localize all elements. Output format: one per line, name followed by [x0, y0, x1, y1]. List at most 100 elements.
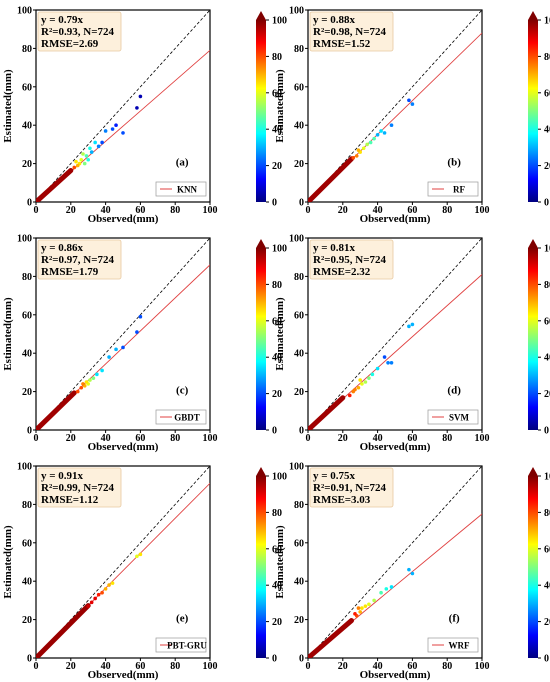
- scatter-point: [135, 554, 139, 559]
- stats-text: y = 0.81x: [313, 242, 356, 254]
- scatter-point: [81, 152, 85, 156]
- y-axis-label: Estimated(mm): [274, 69, 286, 143]
- stats-box: [309, 467, 394, 508]
- scatter-point: [138, 94, 143, 99]
- chart-panel: 0 20 40 60 80 100 0 20 40 60 80 100 Observed(mm) Esti…: [2, 462, 287, 682]
- chart-panel: 0 20 40 60 80 100 0 20 40 60 80 100 Observed(mm) Esti…: [274, 6, 550, 226]
- stats-text: R²=0.98, N=724: [313, 26, 386, 38]
- panel-label: (b): [447, 157, 461, 169]
- scatter-point: [370, 372, 375, 377]
- x-tick-label: 80: [442, 661, 452, 672]
- colorbar: [256, 248, 266, 430]
- y-tick-label: 20: [22, 387, 32, 398]
- scatter-point: [72, 165, 77, 170]
- stats-text: y = 0.91x: [41, 470, 84, 482]
- colorbar-extend-arrow: [256, 239, 266, 248]
- scatter-point: [382, 355, 387, 359]
- colorbar-tick-label: 40: [544, 353, 550, 364]
- x-tick-label: 100: [203, 205, 218, 216]
- scatter-point: [351, 389, 356, 394]
- x-tick-label: 60: [135, 205, 145, 216]
- x-tick-label: 40: [101, 205, 111, 216]
- scatter-point: [407, 98, 411, 103]
- scatter-dense-cluster: [308, 618, 354, 658]
- stats-box: [37, 11, 122, 52]
- y-tick-label: 80: [22, 44, 32, 55]
- plot-content: [36, 466, 210, 658]
- colorbar-tick-label: 60: [272, 88, 282, 99]
- scatter-point: [410, 322, 415, 327]
- chart-panel: 0 20 40 60 80 100 0 20 40 60 80 100 Observed(mm) Esti…: [2, 6, 287, 226]
- scatter-point: [121, 345, 125, 350]
- scatter-point: [110, 127, 115, 131]
- colorbar-tick-label: 100: [544, 244, 550, 255]
- y-tick-label: 20: [22, 615, 32, 626]
- x-tick-label: 100: [475, 205, 490, 216]
- y-tick-label: 60: [294, 310, 304, 321]
- colorbar-tick-label: 80: [544, 52, 550, 63]
- scatter-point: [121, 131, 125, 135]
- scatter-point: [354, 154, 359, 158]
- scatter-point: [135, 106, 139, 110]
- one-to-one-line: [36, 466, 210, 658]
- x-tick-label: 0: [34, 661, 39, 672]
- colorbar-tick-label: 60: [544, 88, 550, 99]
- stats-text: y = 0.75x: [313, 470, 356, 482]
- scatter-point: [375, 133, 380, 137]
- x-tick-label: 40: [101, 661, 111, 672]
- colorbar-tick-label: 80: [544, 280, 550, 291]
- scatter-point: [379, 129, 383, 133]
- panel-label: (c): [176, 385, 189, 397]
- x-tick-label: 100: [203, 433, 218, 444]
- colorbar-tick-label: 20: [544, 161, 550, 172]
- colorbar-extend-arrow: [256, 467, 266, 476]
- scatter-point: [89, 600, 94, 605]
- stats-text: R²=0.91, N=724: [313, 482, 386, 494]
- scatter-point: [79, 385, 84, 390]
- y-tick-label: 40: [294, 577, 304, 588]
- scatter-point: [75, 163, 80, 168]
- colorbar: [528, 20, 538, 202]
- x-tick-label: 80: [442, 205, 452, 216]
- plot-content: [36, 10, 210, 202]
- x-tick-label: 40: [373, 433, 383, 444]
- one-to-one-line: [308, 238, 482, 430]
- stats-text: RMSE=2.32: [313, 266, 371, 278]
- stats-text: y = 0.79x: [41, 14, 84, 26]
- scatter-point: [360, 382, 364, 386]
- scatter-point: [356, 385, 361, 390]
- scatter-point: [82, 161, 87, 166]
- scatter-point: [358, 378, 363, 382]
- x-tick-label: 0: [306, 661, 311, 672]
- x-axis-label: Observed(mm): [360, 213, 431, 225]
- one-to-one-line: [308, 10, 482, 202]
- colorbar-tick-label: 40: [544, 125, 550, 136]
- colorbar-extend-arrow: [528, 239, 538, 248]
- scatter-point: [84, 154, 89, 158]
- colorbar-tick-label: 0: [544, 426, 549, 437]
- scatter-point: [114, 123, 118, 127]
- legend-entry: SVM: [449, 413, 470, 423]
- scatter-point: [100, 140, 104, 145]
- x-tick-label: 60: [135, 661, 145, 672]
- scatter-point: [93, 140, 97, 145]
- legend-entry: RF: [453, 185, 465, 195]
- colorbar-tick-label: 20: [544, 389, 550, 400]
- stats-box: [309, 11, 394, 52]
- chart-panel: 0 20 40 60 80 100 0 20 40 60 80 100 Observed(mm) Esti…: [2, 234, 287, 454]
- colorbar-tick-label: 40: [272, 581, 282, 592]
- legend-box: [155, 409, 207, 425]
- scatter-point: [379, 590, 383, 595]
- colorbar: [256, 476, 266, 658]
- y-tick-label: 20: [294, 387, 304, 398]
- colorbar-tick-label: 0: [544, 654, 549, 665]
- y-tick-label: 60: [294, 82, 304, 93]
- panel-label: (d): [447, 385, 461, 397]
- colorbar-tick-label: 80: [272, 508, 282, 519]
- scatter-point: [367, 602, 371, 607]
- legend-box: [427, 181, 479, 197]
- scatter-point: [103, 587, 108, 591]
- colorbar-tick-label: 80: [272, 52, 282, 63]
- colorbar-tick-label: 40: [544, 581, 550, 592]
